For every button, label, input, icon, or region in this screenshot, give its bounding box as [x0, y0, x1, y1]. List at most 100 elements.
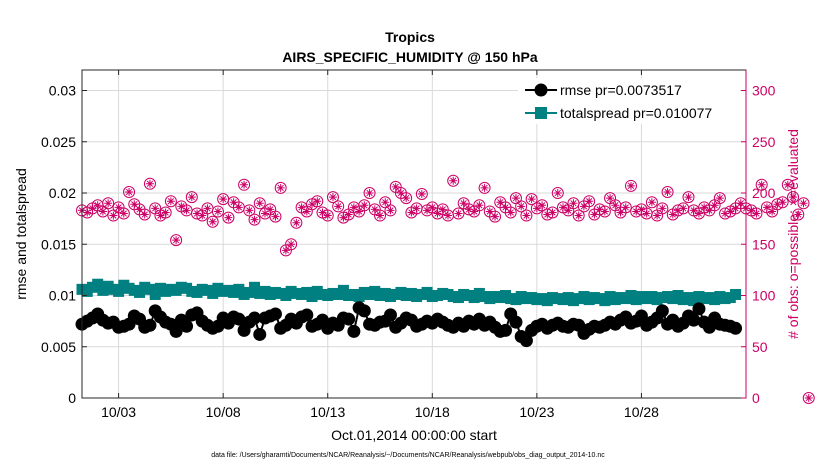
obs-evaluated-marker [271, 212, 280, 221]
obs-count-point [583, 195, 596, 208]
obs-count-point [117, 207, 130, 220]
obs-evaluated-marker [799, 199, 808, 208]
obs-possible-marker [206, 215, 219, 228]
obs-evaluated-marker [564, 206, 573, 215]
rmse-point [498, 323, 512, 337]
obs-count-point [211, 205, 224, 218]
obs-evaluated-marker [626, 181, 635, 190]
totalspread-point [92, 278, 104, 290]
y2-tick-label: 200 [752, 185, 776, 201]
legend-rmse-marker [534, 83, 548, 97]
rmse-point [248, 311, 262, 325]
obs-count-point [802, 392, 815, 404]
obs-count-point [300, 205, 313, 218]
obs-evaluated-marker [161, 208, 170, 217]
obs-count-point [624, 179, 637, 192]
obs-possible-marker [750, 207, 763, 220]
rmse-point [253, 327, 267, 341]
obs-count-point [441, 209, 454, 222]
rmse-point [169, 324, 183, 338]
obs-evaluated-marker [611, 201, 620, 210]
obs-possible-marker [473, 199, 486, 212]
obs-possible-marker [311, 195, 324, 208]
obs-evaluated-marker [344, 210, 353, 219]
y-tick-label: 0.03 [49, 83, 76, 99]
obs-possible-marker [792, 208, 805, 221]
obs-count-point [489, 210, 502, 223]
rmse-point [300, 308, 314, 322]
obs-count-point [185, 191, 198, 204]
obs-count-point [797, 197, 810, 210]
obs-possible-marker [164, 195, 177, 208]
obs-evaluated-marker [548, 208, 557, 217]
obs-evaluated-marker [140, 210, 149, 219]
x-axis-label: Oct.01,2014 00:00:00 start [331, 427, 497, 443]
obs-evaluated-marker [109, 211, 118, 220]
obs-count-series [76, 174, 815, 404]
obs-evaluated-marker [98, 207, 107, 216]
obs-possible-marker [478, 181, 491, 194]
obs-evaluated-marker [658, 204, 667, 213]
obs-count-point [222, 211, 235, 224]
obs-count-point [342, 208, 355, 221]
obs-possible-marker [619, 201, 632, 214]
obs-evaluated-marker [653, 211, 662, 220]
obs-evaluated-marker [783, 180, 792, 189]
obs-count-point [248, 213, 261, 226]
obs-evaluated-marker [151, 204, 160, 213]
obs-evaluated-marker [355, 207, 364, 216]
obs-evaluated-marker [747, 206, 756, 215]
obs-evaluated-marker [553, 189, 562, 197]
obs-evaluated-marker [485, 207, 494, 216]
obs-evaluated-marker [119, 209, 128, 218]
obs-count-point [384, 204, 397, 217]
obs-evaluated-marker [88, 204, 97, 213]
obs-possible-marker [755, 178, 768, 191]
x-tick-label: 10/18 [415, 404, 450, 420]
obs-possible-marker [185, 191, 198, 204]
obs-evaluated-marker [412, 204, 421, 213]
obs-count-point [102, 197, 115, 210]
obs-evaluated-marker [694, 209, 703, 218]
obs-evaluated-marker [381, 198, 390, 207]
obs-evaluated-marker [166, 197, 175, 206]
obs-count-point [755, 178, 768, 191]
obs-possible-marker [253, 197, 266, 210]
y2-tick-label: 0 [752, 390, 760, 406]
obs-count-point [525, 193, 538, 206]
obs-evaluated-marker [234, 203, 243, 212]
obs-count-point [651, 209, 664, 222]
x-tick-label: 10/13 [310, 404, 345, 420]
obs-count-point [170, 234, 183, 247]
obs-evaluated-marker [308, 200, 317, 209]
obs-evaluated-marker [637, 205, 646, 214]
obs-evaluated-marker [334, 202, 343, 211]
obs-possible-marker [546, 206, 559, 219]
obs-evaluated-marker [229, 198, 238, 207]
x-tick-label: 10/08 [206, 404, 241, 420]
obs-possible-marker [551, 187, 564, 199]
y2-axis-label: # of obs: o=possible; ×=evaluated [785, 129, 801, 339]
obs-count-point [504, 206, 517, 219]
obs-count-point [551, 187, 564, 199]
obs-evaluated-marker [616, 208, 625, 217]
obs-possible-marker [776, 196, 789, 209]
rmse-point [268, 307, 282, 321]
y-tick-label: 0.01 [49, 288, 76, 304]
obs-evaluated-marker [559, 203, 568, 212]
y-tick-label: 0.025 [41, 134, 76, 150]
obs-evaluated-marker [731, 204, 740, 213]
obs-possible-marker [682, 191, 695, 204]
legend-spread-marker [535, 107, 547, 119]
obs-evaluated-marker [475, 201, 484, 210]
obs-count-point [201, 202, 214, 215]
obs-count-point [682, 191, 695, 204]
obs-evaluated-marker [260, 209, 269, 218]
rmse-point [180, 319, 194, 333]
obs-possible-marker [525, 193, 538, 206]
obs-evaluated-marker [292, 218, 301, 227]
obs-evaluated-marker [574, 211, 583, 220]
obs-evaluated-marker [370, 205, 379, 214]
rmse-point [519, 334, 533, 348]
footer-text: data file: /Users/gharamti/Documents/NCA… [211, 452, 605, 459]
